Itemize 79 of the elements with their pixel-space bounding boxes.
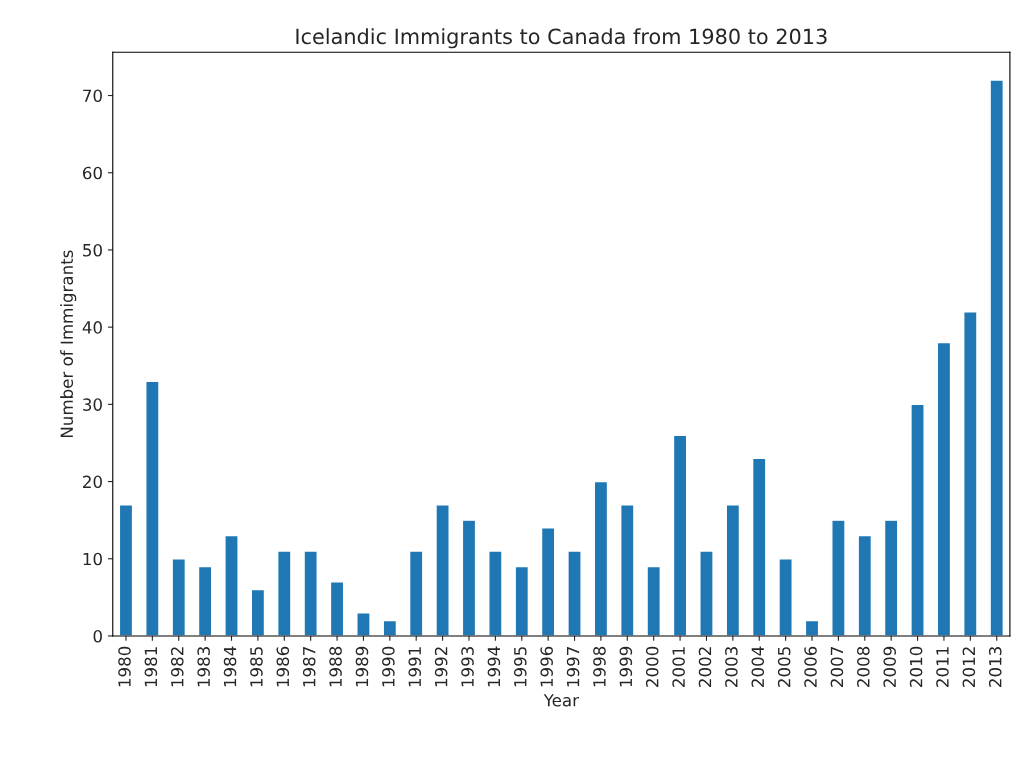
bar <box>276 550 292 636</box>
bar <box>303 550 318 636</box>
x-tick-label: 1992 <box>434 647 448 687</box>
bar <box>883 519 899 636</box>
x-tick-label: 2001 <box>672 647 685 687</box>
y-tick-label: 20 <box>83 475 102 489</box>
bar <box>593 480 609 636</box>
x-tick-label: 2004 <box>751 646 765 687</box>
x-tick-label: 2006 <box>804 646 817 687</box>
bar <box>646 565 661 636</box>
bar <box>197 565 213 636</box>
x-tick-label: 1991 <box>408 647 422 687</box>
x-tick-label: 1990 <box>382 646 395 687</box>
x-tick-label: 1980 <box>118 646 131 687</box>
x-tick-label: 1995 <box>513 647 527 687</box>
x-tick-label: 1998 <box>593 646 606 687</box>
bar <box>356 612 371 636</box>
y-tick-label: 70 <box>83 89 102 103</box>
x-tick-label: 1983 <box>197 647 210 687</box>
y-tick-label: 40 <box>82 321 102 334</box>
y-tick-label: 50 <box>83 243 102 257</box>
bar <box>963 311 978 636</box>
x-tick-label: 2012 <box>962 647 976 687</box>
bar <box>382 619 398 636</box>
x-tick-label: 2011 <box>936 647 949 687</box>
bar <box>567 550 582 636</box>
bar <box>461 519 477 636</box>
x-tick-label: 1982 <box>170 647 184 687</box>
bar <box>250 588 266 636</box>
bar <box>936 341 952 636</box>
x-tick-label: 2002 <box>698 647 712 687</box>
bar <box>514 565 530 636</box>
x-tick-label: 2013 <box>988 647 1002 687</box>
bar <box>751 457 767 636</box>
x-tick-label: 1999 <box>619 646 633 687</box>
bar <box>488 550 503 636</box>
x-tick-label: 1988 <box>329 646 342 687</box>
bar <box>857 534 873 636</box>
bar <box>145 380 160 636</box>
x-tick-label: 2010 <box>909 646 923 687</box>
bar <box>778 558 793 636</box>
x-tick-label: 2003 <box>725 647 738 687</box>
x-tick-label: 2005 <box>777 647 791 687</box>
bar <box>408 550 424 636</box>
bar <box>171 558 187 636</box>
x-tick-label: 1994 <box>487 646 501 687</box>
x-tick-label: 1981 <box>144 647 158 687</box>
y-tick-label: 30 <box>83 398 102 411</box>
bar <box>699 550 714 636</box>
bar <box>804 619 820 636</box>
x-tick-label: 1987 <box>302 647 316 687</box>
x-tick-label: 1986 <box>276 646 290 687</box>
x-tick-label: 2009 <box>883 646 896 687</box>
y-tick-label: 60 <box>83 166 102 180</box>
chart-title: Icelandic Immigrants to Canada from 1980 to 2013 <box>296 28 827 49</box>
x-tick-label: 1984 <box>223 646 237 687</box>
x-tick-label: 1989 <box>355 646 369 687</box>
x-tick-label: 2007 <box>830 647 844 687</box>
y-axis-title: Number of Immigrants <box>60 250 77 438</box>
x-tick-label: 1996 <box>540 646 553 687</box>
bar <box>620 504 635 636</box>
bar <box>224 534 239 636</box>
x-tick-label: 2000 <box>645 646 659 687</box>
bar <box>329 581 345 636</box>
x-tick-label: 1985 <box>250 647 263 687</box>
x-axis-title: Year <box>543 694 579 707</box>
x-tick-label: 1997 <box>566 647 580 687</box>
bar <box>831 519 846 636</box>
bar <box>725 504 741 636</box>
y-tick-label: 0 <box>93 629 102 643</box>
bar <box>435 504 450 636</box>
bar <box>118 504 134 636</box>
bar <box>989 79 1005 636</box>
bar <box>672 434 688 636</box>
y-tick-label: 10 <box>83 552 102 566</box>
x-tick-label: 2008 <box>857 646 870 687</box>
bar <box>540 527 556 636</box>
x-tick-label: 1993 <box>461 647 474 687</box>
bar <box>910 403 925 636</box>
